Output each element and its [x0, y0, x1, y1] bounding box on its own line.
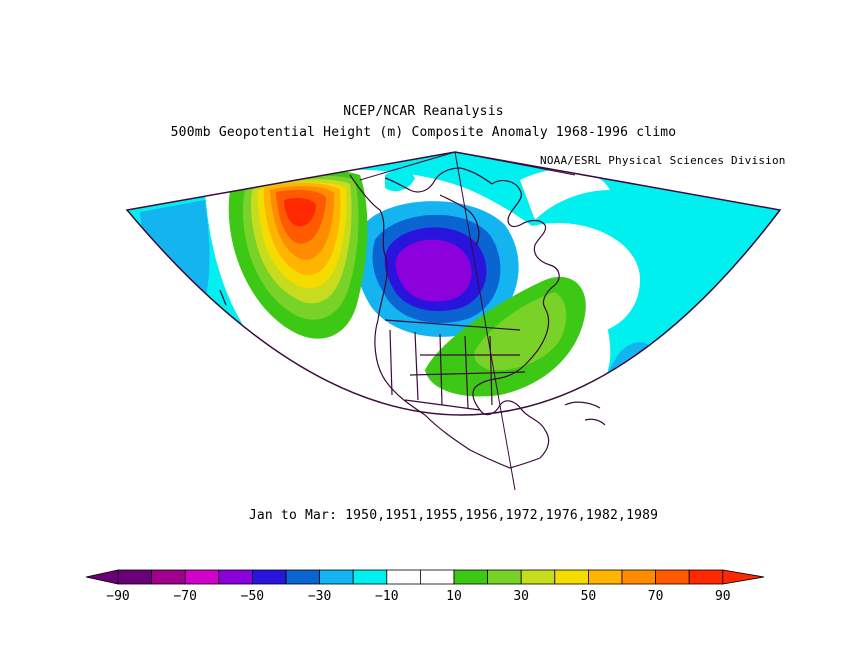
colorbar-tick-label: 30 — [513, 589, 529, 604]
colorbar-cell — [353, 570, 387, 584]
colorbar-cell — [185, 570, 219, 584]
colorbar-tick-label: 10 — [446, 589, 462, 604]
field-neg-west-pacific — [140, 200, 210, 301]
colorbar-arrow-left — [86, 570, 118, 584]
colorbar-cell — [118, 570, 152, 584]
colorbar-cell — [420, 570, 454, 584]
colorbar-cell — [454, 570, 488, 584]
colorbar: −90 −70 −50 −30 −10 10 30 50 70 90 — [86, 570, 764, 604]
colorbar-cell — [588, 570, 622, 584]
colorbar-cell — [219, 570, 253, 584]
colorbar-tick-label: −50 — [241, 589, 264, 604]
colorbar-cell — [689, 570, 723, 584]
colorbar-tick-label: −10 — [375, 589, 398, 604]
colorbar-tick-label: −30 — [308, 589, 331, 604]
colorbar-tick-label: 90 — [715, 589, 731, 604]
colorbar-tick-label: −90 — [106, 589, 129, 604]
colorbar-cell — [622, 570, 656, 584]
colorbar-tick-label: 70 — [648, 589, 664, 604]
colorbar-cell — [387, 570, 421, 584]
colorbar-cell — [286, 570, 320, 584]
colorbar-tick-label: −70 — [173, 589, 196, 604]
colorbar-arrow-right — [723, 570, 764, 584]
colorbar-cell — [320, 570, 354, 584]
caribbean-islands — [565, 402, 605, 425]
colorbar-cell — [555, 570, 589, 584]
anomaly-map: −90 −70 −50 −30 −10 10 30 50 70 90 — [0, 0, 847, 655]
colorbar-cell — [521, 570, 555, 584]
colorbar-cell — [252, 570, 286, 584]
colorbar-cell — [488, 570, 522, 584]
colorbar-tick-label: 50 — [581, 589, 597, 604]
colorbar-cell — [152, 570, 186, 584]
colorbar-cell — [656, 570, 690, 584]
